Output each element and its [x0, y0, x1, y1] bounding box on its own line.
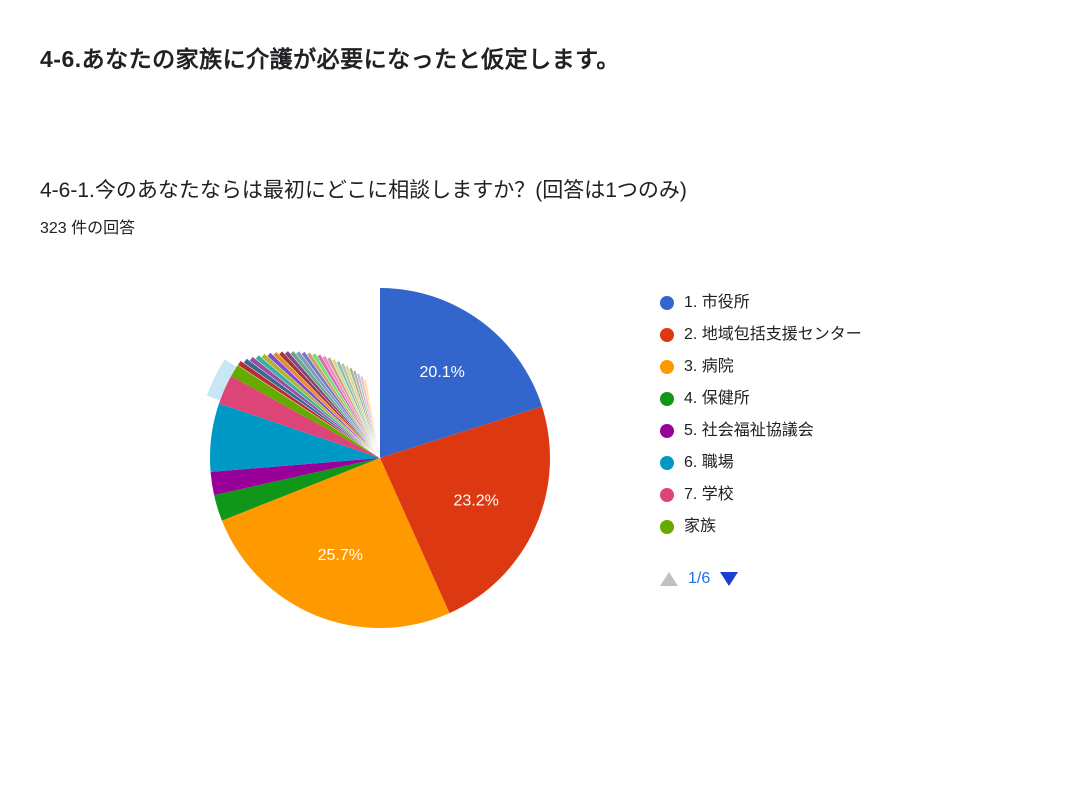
- response-count: 323 件の回答: [40, 214, 1040, 238]
- legend: 1. 市役所2. 地域包括支援センター3. 病院4. 保健所5. 社会福祉協議会…: [660, 268, 862, 594]
- legend-label: 4. 保健所: [684, 384, 750, 414]
- legend-label: 1. 市役所: [684, 288, 750, 318]
- pager-next-icon[interactable]: [720, 572, 738, 586]
- legend-label: 2. 地域包括支援センター: [684, 320, 862, 350]
- legend-swatch: [660, 360, 674, 374]
- pager-prev-icon[interactable]: [660, 572, 678, 586]
- legend-item: 5. 社会福祉協議会: [660, 416, 862, 446]
- legend-item: 3. 病院: [660, 352, 862, 382]
- legend-label: 6. 職場: [684, 448, 734, 478]
- legend-pager: 1/6: [660, 564, 862, 594]
- question-title: 4-6-1.今のあなたならは最初にどこに相談しますか？(回答は1つのみ): [40, 174, 1040, 204]
- legend-item: 4. 保健所: [660, 384, 862, 414]
- pie-chart: 20.1% 23.2% 25.7%: [40, 268, 660, 668]
- legend-swatch: [660, 520, 674, 534]
- legend-swatch: [660, 328, 674, 342]
- legend-item: 6. 職場: [660, 448, 862, 478]
- legend-label: 7. 学校: [684, 480, 734, 510]
- pager-text: 1/6: [688, 564, 710, 594]
- slice-label: 25.7%: [318, 547, 363, 564]
- legend-item: 7. 学校: [660, 480, 862, 510]
- legend-label: 3. 病院: [684, 352, 734, 382]
- slice-label: 20.1%: [420, 364, 465, 381]
- legend-label: 家族: [684, 512, 716, 542]
- legend-swatch: [660, 392, 674, 406]
- legend-item: 1. 市役所: [660, 288, 862, 318]
- legend-swatch: [660, 488, 674, 502]
- legend-item: 家族: [660, 512, 862, 542]
- section-title: 4-6.あなたの家族に介護が必要になったと仮定します。: [40, 40, 1040, 74]
- legend-item: 2. 地域包括支援センター: [660, 320, 862, 350]
- legend-swatch: [660, 296, 674, 310]
- legend-swatch: [660, 424, 674, 438]
- slice-label: 23.2%: [454, 492, 499, 509]
- legend-label: 5. 社会福祉協議会: [684, 416, 814, 446]
- legend-swatch: [660, 456, 674, 470]
